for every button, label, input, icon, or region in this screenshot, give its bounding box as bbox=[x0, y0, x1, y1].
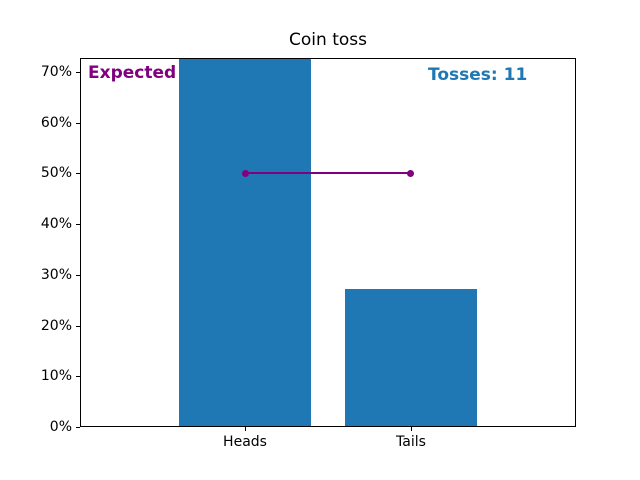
expected-line-marker-0 bbox=[241, 169, 249, 177]
y-tick-label: 40% bbox=[40, 216, 72, 232]
y-tick-label: 70% bbox=[40, 64, 72, 80]
y-tick bbox=[76, 275, 80, 276]
y-tick bbox=[76, 427, 80, 428]
y-tick bbox=[76, 224, 80, 225]
y-tick-label: 0% bbox=[49, 419, 72, 435]
plot-area: Expected values Tosses: 11 bbox=[80, 58, 576, 427]
chart-title: Coin toss bbox=[289, 30, 367, 50]
bar-heads bbox=[179, 58, 312, 427]
y-tick-label: 30% bbox=[40, 267, 72, 283]
y-tick-label: 20% bbox=[40, 318, 72, 334]
expected-line-marker-1 bbox=[407, 169, 415, 177]
x-tick bbox=[245, 427, 246, 431]
y-tick bbox=[76, 123, 80, 124]
x-tick-label-heads: Heads bbox=[223, 434, 267, 450]
y-tick-label: 60% bbox=[40, 115, 72, 131]
bar-tails bbox=[344, 288, 477, 427]
y-tick-label: 10% bbox=[40, 368, 72, 384]
y-tick bbox=[76, 173, 80, 174]
y-tick bbox=[76, 376, 80, 377]
x-tick-label-tails: Tails bbox=[396, 434, 426, 450]
tosses-count-label: Tosses: 11 bbox=[428, 65, 528, 85]
y-tick-label: 50% bbox=[40, 165, 72, 181]
y-tick bbox=[76, 72, 80, 73]
y-tick bbox=[76, 326, 80, 327]
x-tick bbox=[411, 427, 412, 431]
expected-value-line bbox=[245, 172, 411, 175]
